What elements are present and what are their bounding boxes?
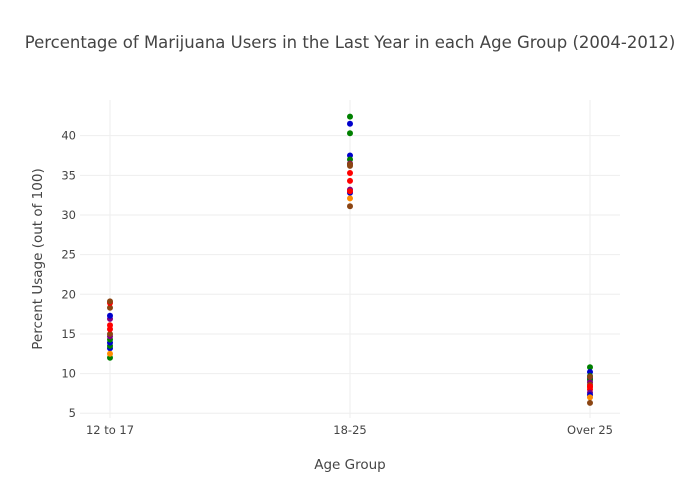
data-point[interactable] — [347, 203, 353, 210]
data-point[interactable] — [347, 130, 353, 137]
data-point[interactable] — [347, 161, 353, 168]
data-point[interactable] — [107, 312, 113, 319]
data-point[interactable] — [587, 373, 593, 380]
y-tick-label: 30 — [61, 208, 76, 222]
y-tick-label: 25 — [61, 248, 76, 262]
y-axis-label: Percent Usage (out of 100) — [30, 168, 46, 350]
y-tick-label: 5 — [69, 406, 76, 420]
y-tick-label: 35 — [61, 168, 76, 182]
data-point[interactable] — [587, 383, 593, 390]
y-tick-label: 10 — [61, 367, 76, 381]
data-point[interactable] — [587, 399, 593, 406]
x-axis-label: Age Group — [314, 457, 386, 473]
data-point[interactable] — [107, 322, 113, 329]
data-point[interactable] — [587, 394, 593, 401]
data-point[interactable] — [347, 188, 353, 195]
data-point[interactable] — [347, 120, 353, 127]
data-point[interactable] — [107, 304, 113, 311]
x-tick-label: 12 to 17 — [86, 423, 134, 437]
data-point[interactable] — [347, 169, 353, 176]
data-point[interactable] — [347, 113, 353, 120]
y-axis-ticks: 5 10 15 20 25 30 35 40 — [61, 129, 76, 421]
data-point[interactable] — [107, 330, 113, 337]
data-point[interactable] — [107, 350, 113, 357]
data-points — [107, 113, 593, 406]
chart-title: Percentage of Marijuana Users in the Las… — [24, 33, 676, 52]
y-tick-label: 20 — [61, 287, 76, 301]
x-tick-label: Over 25 — [567, 423, 613, 437]
gridlines — [80, 100, 620, 418]
y-tick-label: 15 — [61, 327, 76, 341]
y-tick-label: 40 — [61, 129, 76, 143]
data-point[interactable] — [107, 298, 113, 305]
data-point[interactable] — [347, 195, 353, 202]
x-tick-label: 18-25 — [333, 423, 366, 437]
data-point[interactable] — [587, 364, 593, 371]
data-point[interactable] — [347, 177, 353, 184]
x-axis-ticks: 12 to 17 18-25 Over 25 — [86, 423, 613, 437]
